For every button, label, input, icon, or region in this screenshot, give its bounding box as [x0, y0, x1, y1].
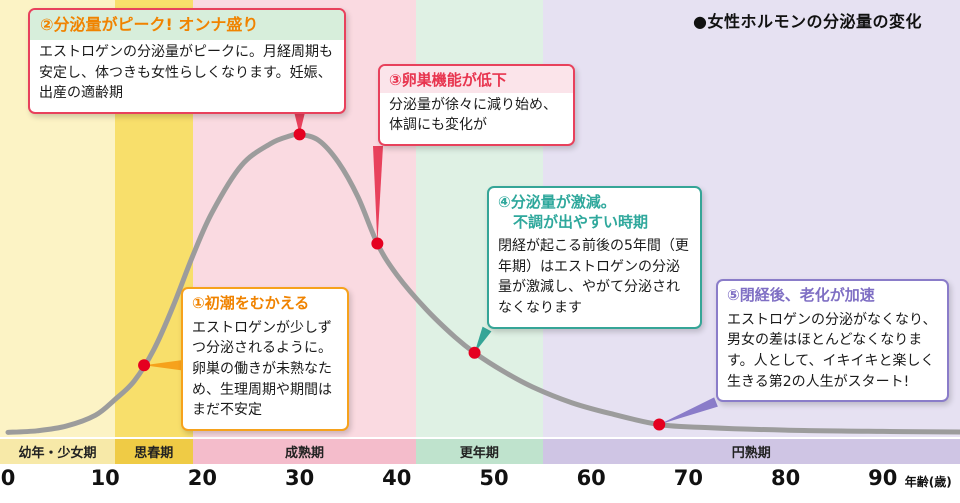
- x-tick-20: 20: [187, 466, 218, 490]
- callout-sharp-drop: ④分泌量が激減。 不調が出やすい時期 閉経が起こる前後の5年間（更年期）はエスト…: [487, 186, 702, 329]
- x-tick-80: 80: [770, 466, 801, 490]
- callout-peak: ②分泌量がピーク! オンナ盛り エストロゲンの分泌量がピークに。月経周期も安定し…: [28, 8, 346, 114]
- callout-ovary-decline-body: 分泌量が徐々に減り始め、体調にも変化が: [389, 96, 557, 134]
- callout-peak-body: エストロゲンの分泌量がピークに。月経周期も安定し、体つきも女性らしくなります。妊…: [39, 43, 333, 102]
- callout-menarche: ①初潮をむかえる エストロゲンが少しずつ分泌されるように。卵巣の働きが未熟なため…: [181, 287, 349, 432]
- callout-peak-title: ②分泌量がピーク! オンナ盛り: [30, 10, 344, 40]
- page-title: ●女性ホルモンの分泌量の変化: [693, 12, 922, 31]
- callout-post-menopause-body: エストロゲンの分泌がなくなり、男女の差はほとんどなくなります。人として、イキイキ…: [727, 311, 937, 390]
- x-tick-70: 70: [673, 466, 704, 490]
- x-tick-40: 40: [382, 466, 412, 490]
- x-tick-30: 30: [284, 466, 315, 490]
- callout-menarche-body: エストロゲンが少しずつ分泌されるように。卵巣の働きが未熟なため、生理周期や期間は…: [192, 319, 332, 419]
- callout-menarche-title: ①初潮をむかえる: [192, 294, 310, 312]
- stage-label-2: 思春期: [114, 437, 193, 464]
- x-axis-unit: 年齢(歳): [904, 475, 952, 489]
- stage-label-3: 成熟期: [192, 437, 417, 464]
- callout-post-menopause: ⑤閉経後、老化が加速 エストロゲンの分泌がなくなり、男女の差はほとんどなくなりま…: [716, 279, 949, 403]
- callout-sharp-drop-body: 閉経が起こる前後の5年間（更年期）はエストロゲンの分泌量が激減し、やがて分泌され…: [498, 238, 689, 317]
- stage-label-4: 更年期: [416, 437, 543, 464]
- stage-label-5: 円熟期: [542, 437, 960, 464]
- x-axis: 0 10 20 30 40 50 60 70 80 90 年齢(歳): [0, 466, 960, 503]
- x-tick-50: 50: [479, 466, 509, 490]
- x-tick-0: 0: [0, 466, 16, 490]
- x-tick-90: 90: [868, 466, 898, 490]
- stage-label-1: 幼年・少女期: [0, 437, 115, 464]
- callout-post-menopause-title: ⑤閉経後、老化が加速: [727, 286, 875, 304]
- callout-sharp-drop-title: ④分泌量が激減。 不調が出やすい時期: [498, 193, 649, 231]
- callout-ovary-decline-title: ③卵巣機能が低下: [380, 66, 573, 93]
- x-tick-60: 60: [576, 466, 606, 490]
- callout-ovary-decline: ③卵巣機能が低下 分泌量が徐々に減り始め、体調にも変化が: [378, 64, 575, 146]
- x-tick-10: 10: [90, 466, 120, 490]
